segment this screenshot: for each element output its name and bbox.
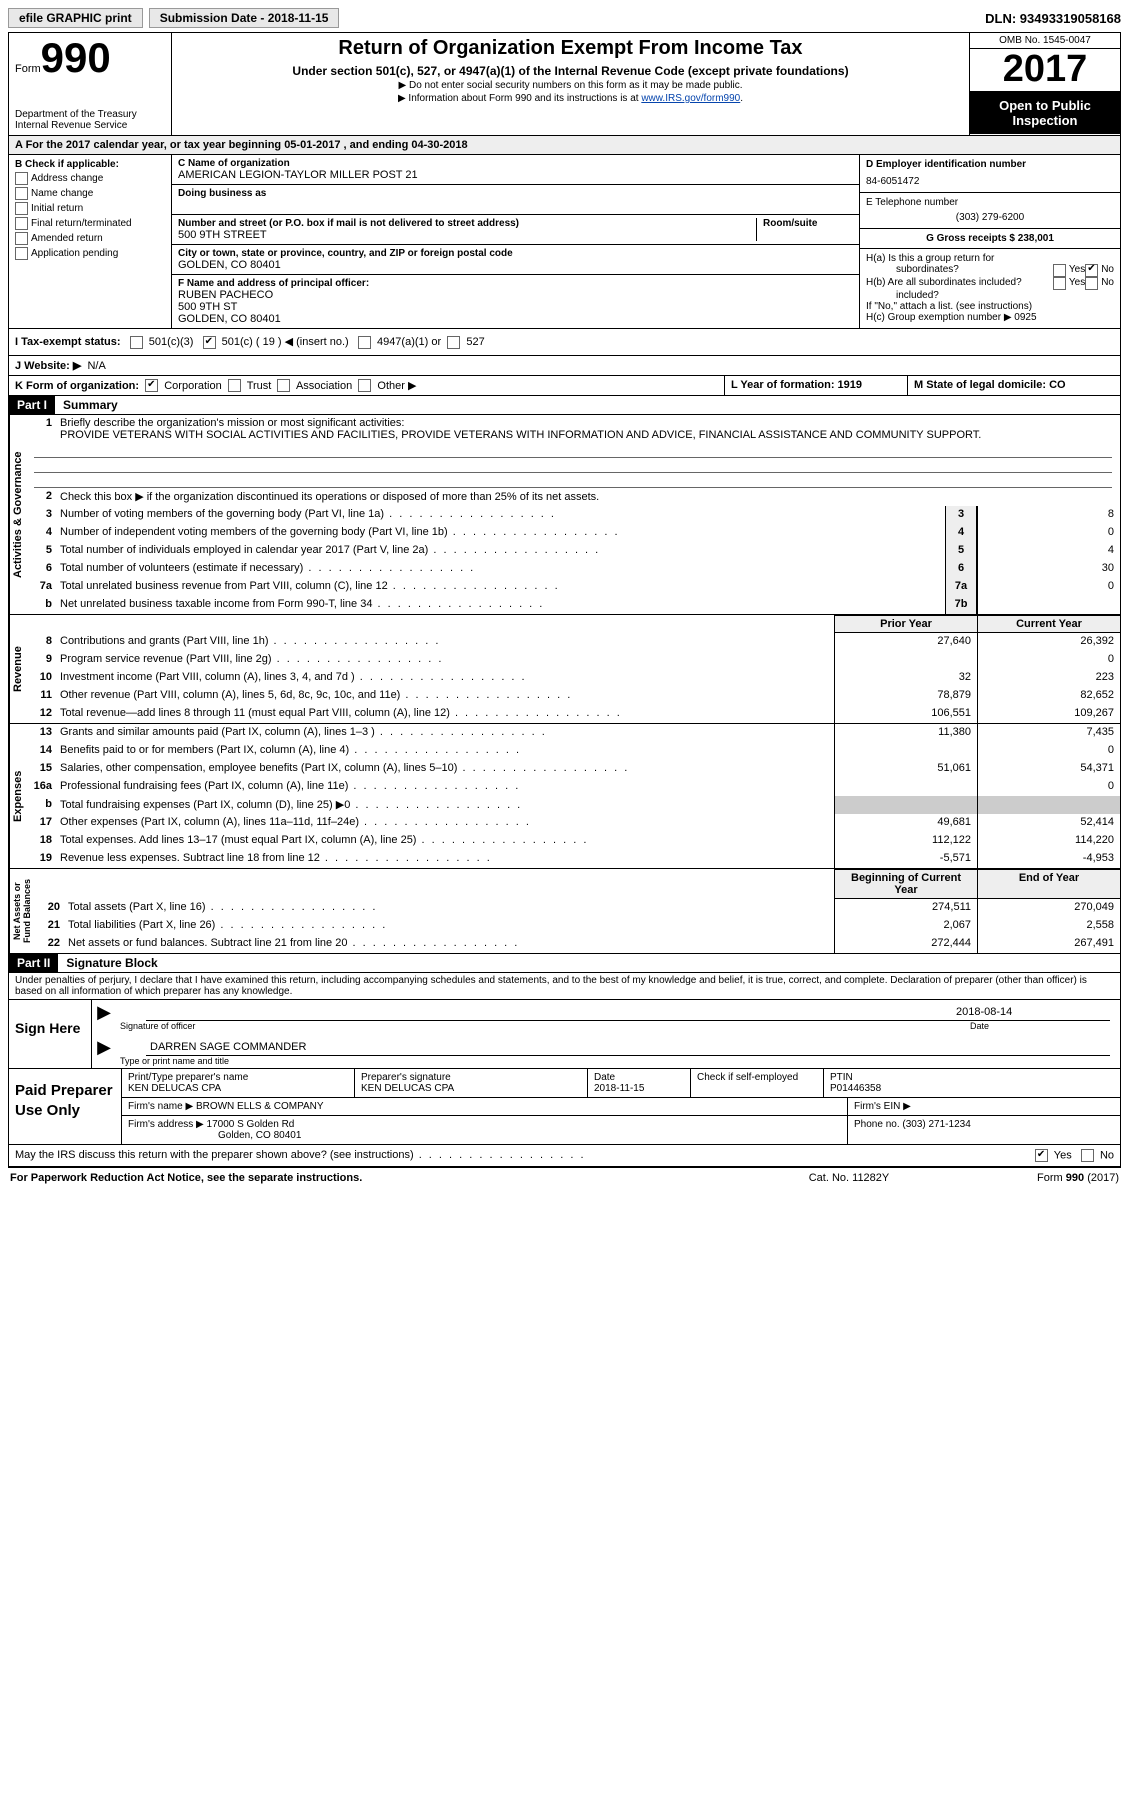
dln-label: DLN: 93493319058168: [985, 11, 1121, 26]
penalty-statement: Under penalties of perjury, I declare th…: [9, 973, 1120, 1000]
group-exemption: H(c) Group exemption number ▶ 0925: [866, 312, 1114, 323]
public-inspection: Open to PublicInspection: [970, 92, 1120, 134]
gross-receipts: G Gross receipts $ 238,001: [866, 233, 1114, 244]
table-row: bTotal fundraising expenses (Part IX, co…: [26, 796, 1120, 814]
form-number: 990: [41, 34, 111, 81]
table-row: 22Net assets or fund balances. Subtract …: [34, 935, 1120, 953]
discuss-row: May the IRS discuss this return with the…: [9, 1145, 1120, 1167]
form-container: Form990 Department of the Treasury Inter…: [8, 32, 1121, 1168]
paid-preparer-block: Paid Preparer Use Only Print/Type prepar…: [9, 1069, 1120, 1145]
box-c: C Name of organization AMERICAN LEGION-T…: [172, 155, 859, 328]
part-i-header: Part I Summary: [9, 396, 1120, 415]
revenue-block: Revenue Prior YearCurrent Year 8Contribu…: [9, 615, 1120, 724]
table-row: 17Other expenses (Part IX, column (A), l…: [26, 814, 1120, 832]
signer-name: DARREN SAGE COMMANDER: [146, 1039, 1110, 1056]
form-subtitle: Under section 501(c), 527, or 4947(a)(1)…: [182, 64, 959, 78]
section-b-c-d: B Check if applicable: Address change Na…: [9, 155, 1120, 329]
table-row: 14Benefits paid to or for members (Part …: [26, 742, 1120, 760]
info-note: ▶ Information about Form 990 and its ins…: [182, 93, 959, 104]
irs-link[interactable]: www.IRS.gov/form990: [641, 93, 740, 104]
city-state-zip: GOLDEN, CO 80401: [178, 259, 853, 271]
expenses-block: Expenses 13Grants and similar amounts pa…: [9, 724, 1120, 869]
table-row: 8Contributions and grants (Part VIII, li…: [26, 633, 1120, 651]
submission-date-button[interactable]: Submission Date - 2018-11-15: [149, 8, 340, 28]
table-row: 21Total liabilities (Part X, line 26)2,0…: [34, 917, 1120, 935]
dept-treasury: Department of the Treasury: [15, 109, 165, 120]
row-a-tax-year: A For the 2017 calendar year, or tax yea…: [9, 136, 1120, 155]
form-word: Form: [15, 63, 41, 75]
table-row: 19Revenue less expenses. Subtract line 1…: [26, 850, 1120, 868]
form-header: Form990 Department of the Treasury Inter…: [9, 33, 1120, 136]
table-row: 10Investment income (Part VIII, column (…: [26, 669, 1120, 687]
part-ii-header: Part II Signature Block: [9, 954, 1120, 973]
row-i: I Tax-exempt status: 501(c)(3) 501(c) ( …: [9, 329, 1120, 356]
street-address: 500 9TH STREET: [178, 229, 756, 241]
row-j: J Website: ▶ N/A: [9, 356, 1120, 376]
table-row: 9Program service revenue (Part VIII, lin…: [26, 651, 1120, 669]
ssn-note: ▶ Do not enter social security numbers o…: [182, 80, 959, 91]
table-row: 20Total assets (Part X, line 16)274,5112…: [34, 899, 1120, 917]
table-row: 16aProfessional fundraising fees (Part I…: [26, 778, 1120, 796]
table-row: 13Grants and similar amounts paid (Part …: [26, 724, 1120, 742]
box-d-e-g: D Employer identification number 84-6051…: [859, 155, 1120, 328]
irs-label: Internal Revenue Service: [15, 120, 165, 131]
ein: 84-6051472: [866, 176, 1114, 187]
table-row: 12Total revenue—add lines 8 through 11 (…: [26, 705, 1120, 723]
row-k: K Form of organization: Corporation Trus…: [9, 376, 1120, 397]
sign-here-block: Sign Here ▶ 2018-08-14 Signature of offi…: [9, 1000, 1120, 1069]
table-row: 18Total expenses. Add lines 13–17 (must …: [26, 832, 1120, 850]
telephone: (303) 279-6200: [866, 212, 1114, 223]
mission-text: PROVIDE VETERANS WITH SOCIAL ACTIVITIES …: [60, 429, 981, 441]
box-b: B Check if applicable: Address change Na…: [9, 155, 172, 328]
form-title: Return of Organization Exempt From Incom…: [182, 37, 959, 60]
efile-button[interactable]: efile GRAPHIC print: [8, 8, 143, 28]
table-row: 11Other revenue (Part VIII, column (A), …: [26, 687, 1120, 705]
omb-number: OMB No. 1545-0047: [970, 33, 1120, 49]
table-row: 15Salaries, other compensation, employee…: [26, 760, 1120, 778]
org-name: AMERICAN LEGION-TAYLOR MILLER POST 21: [178, 169, 853, 181]
page-footer: For Paperwork Reduction Act Notice, see …: [8, 1168, 1121, 1188]
officer-name: RUBEN PACHECO: [178, 289, 853, 301]
top-toolbar: efile GRAPHIC print Submission Date - 20…: [8, 8, 1121, 28]
activities-governance-block: Activities & Governance 1Briefly describ…: [9, 415, 1120, 615]
net-assets-block: Net Assets or Fund Balances Beginning of…: [9, 869, 1120, 954]
tax-year: 2017: [970, 49, 1120, 92]
